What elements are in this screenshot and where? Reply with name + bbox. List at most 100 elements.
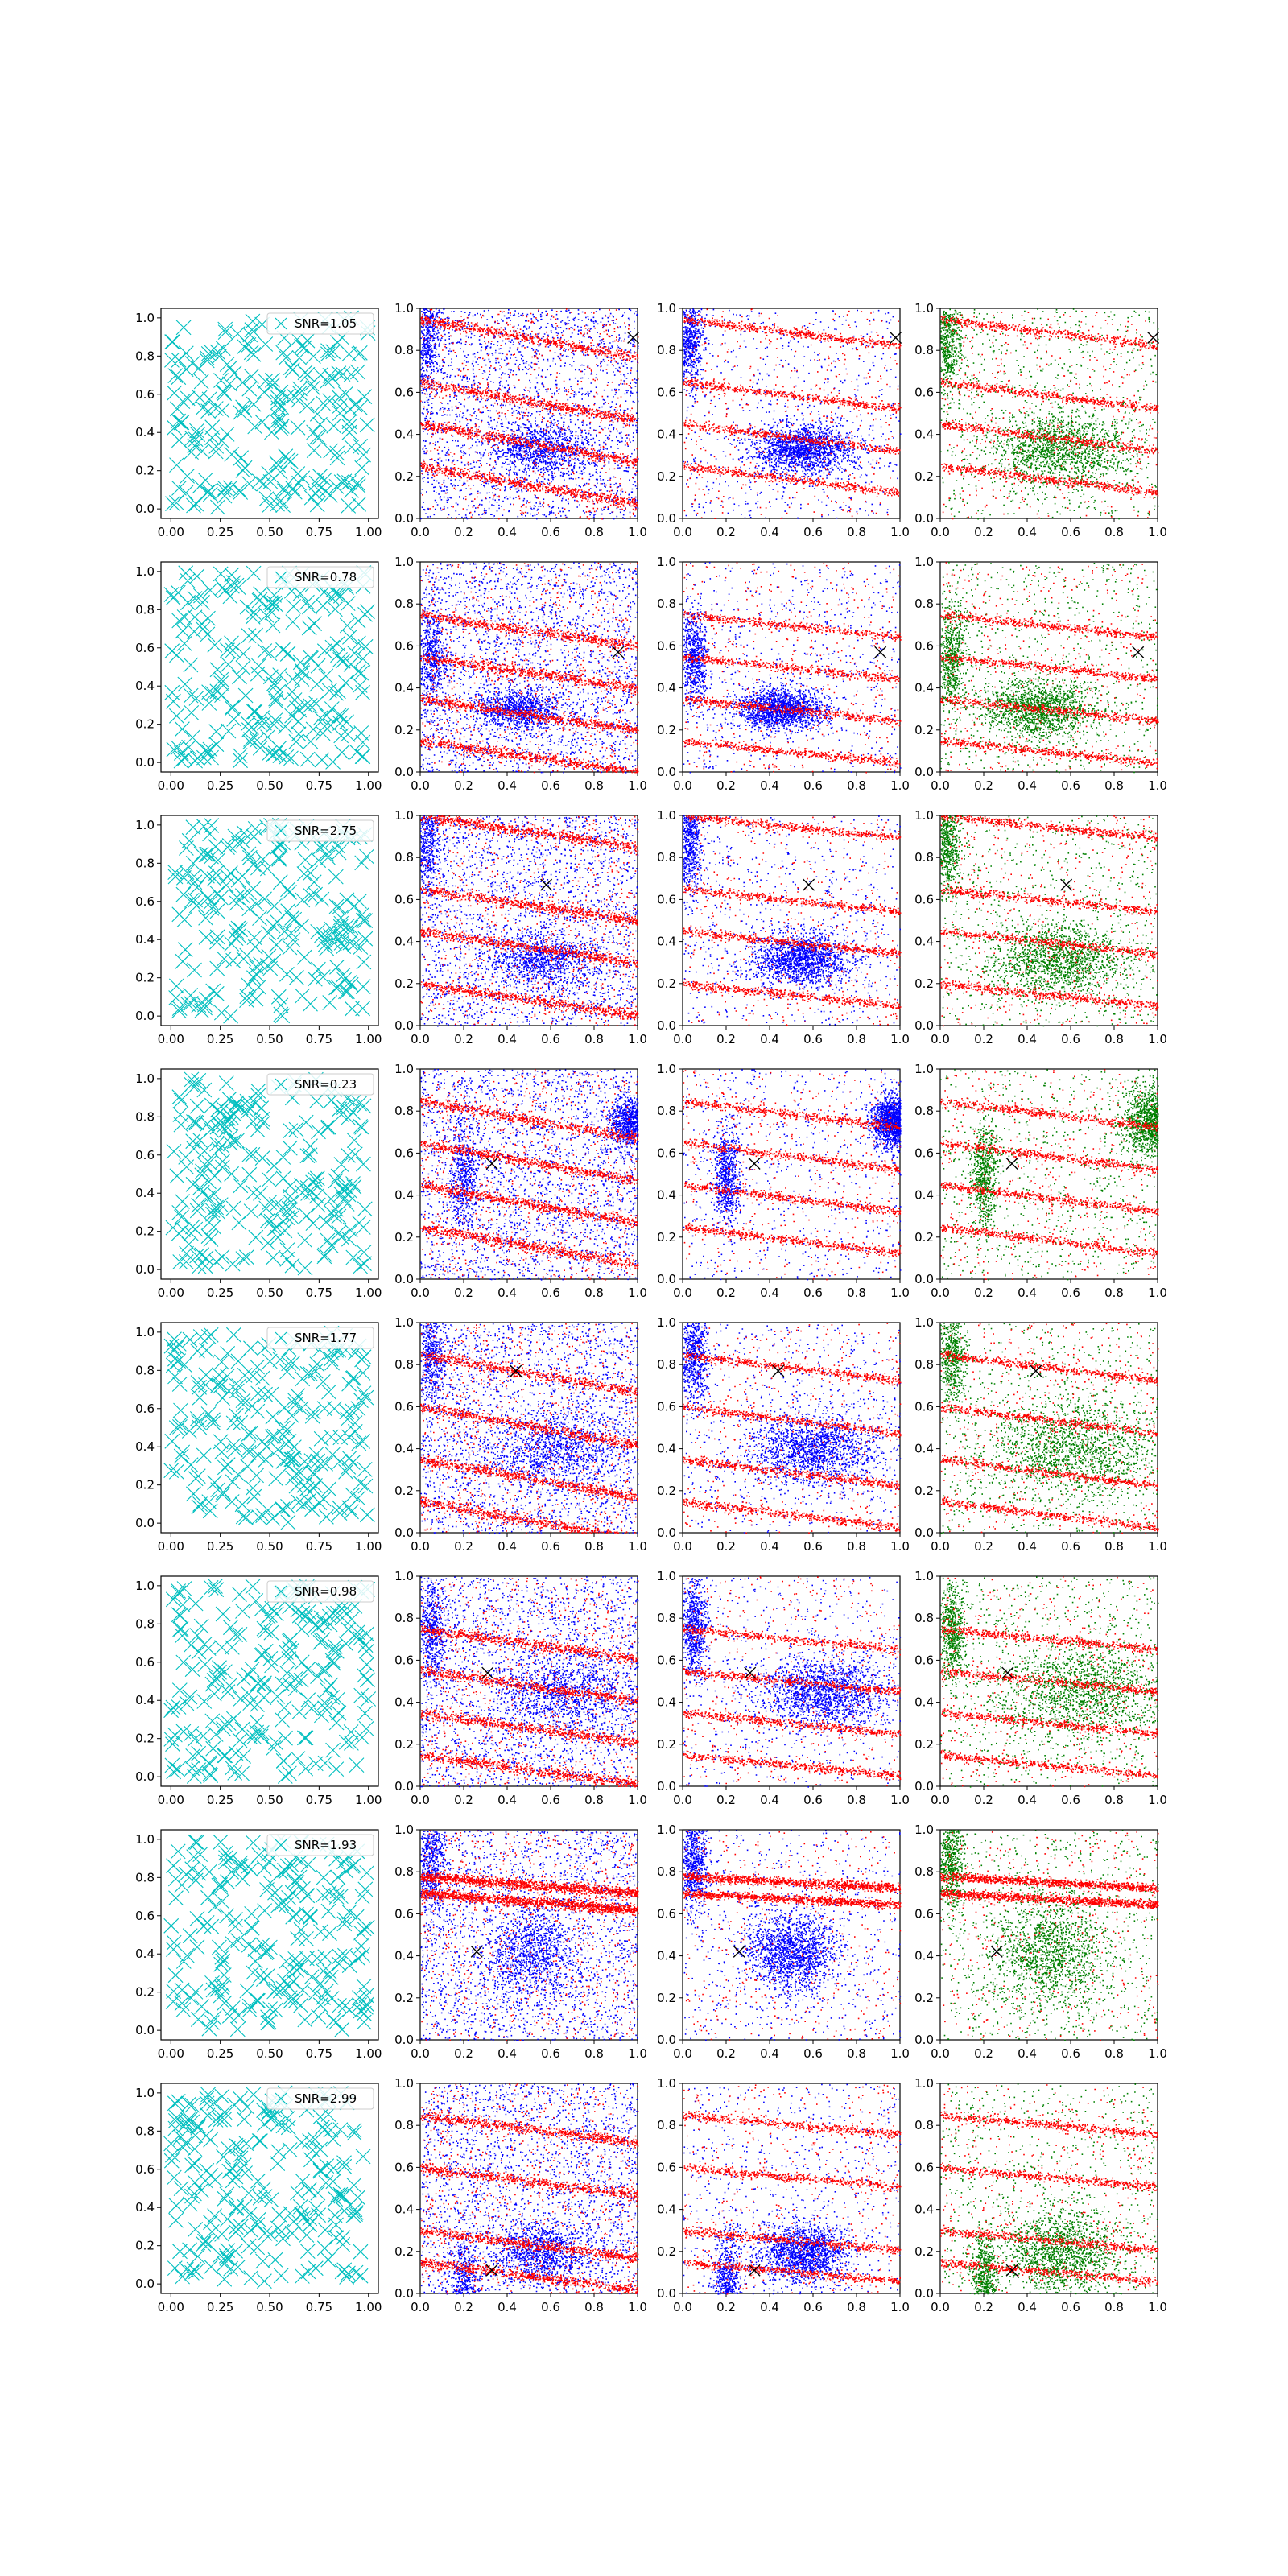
y-tick-label: 0.0 (914, 1018, 934, 1033)
x-tick-label: 0.2 (454, 1032, 473, 1046)
x-tick-label: 0.00 (158, 778, 184, 793)
x-tick-label: 0.2 (974, 525, 993, 539)
x-tick-label: 0.4 (497, 1032, 517, 1046)
cross-points (163, 1579, 377, 1784)
y-tick-label: 0.8 (914, 2118, 934, 2132)
target-marker (748, 2264, 761, 2277)
y-tick-label: 1.0 (135, 1325, 155, 1340)
y-tick-label: 0.6 (135, 1402, 155, 1416)
y-tick-label: 0.8 (914, 1864, 934, 1879)
y-tick-label: 0.2 (394, 723, 414, 737)
y-tick-label: 0.6 (657, 638, 676, 653)
y-tick-label: 0.4 (394, 2202, 414, 2217)
x-tick-label: 0.00 (158, 1286, 184, 1300)
y-tick-label: 0.8 (135, 2124, 155, 2138)
y-tick-label: 0.8 (657, 1104, 676, 1118)
x-tick-label: 0.25 (207, 2300, 233, 2314)
y-tick-label: 0.6 (135, 1655, 155, 1670)
x-tick-label: 0.6 (541, 1793, 560, 1807)
y-tick-label: 1.0 (914, 555, 934, 569)
x-tick-label: 0.2 (974, 1032, 993, 1046)
y-tick-label: 0.8 (657, 1611, 676, 1625)
target-marker (627, 332, 640, 345)
x-tick-label: 0.2 (454, 525, 473, 539)
x-tick-label: 1.00 (355, 2300, 382, 2314)
legend-label: SNR=1.93 (295, 1838, 357, 1852)
x-tick-label: 1.0 (890, 1032, 910, 1046)
x-tick-label: 0.8 (847, 525, 866, 539)
y-tick-label: 0.4 (657, 1695, 676, 1710)
x-tick-label: 0.8 (847, 1793, 866, 1807)
panel-red-blue: 0.0 0.2 0.4 0.6 0.8 1.0 0.0 0.2 0.4 0.6 0.8 1.0 (394, 1062, 647, 1300)
x-tick-label: 0.4 (1018, 1032, 1037, 1046)
y-tick-label: 0.4 (394, 1949, 414, 1963)
x-tick-label: 0.4 (1018, 525, 1037, 539)
y-tick-label: 0.0 (135, 1262, 155, 1277)
panel-red-blue-blob: 0.0 0.2 0.4 0.6 0.8 1.0 0.0 0.2 0.4 0.6 0.8 1.0 (657, 2076, 910, 2314)
y-tick-label: 0.2 (914, 1484, 934, 1498)
y-tick-label: 1.0 (914, 1823, 934, 1837)
panel-red-blue: 0.0 0.2 0.4 0.6 0.8 1.0 0.0 0.2 0.4 0.6 0.8 1.0 (394, 2076, 647, 2314)
y-tick-label: 0.2 (657, 1991, 676, 2005)
y-tick-label: 0.6 (657, 2160, 676, 2174)
y-tick-label: 0.2 (135, 2239, 155, 2253)
y-tick-label: 0.0 (394, 765, 414, 779)
axes-frame (939, 2083, 1158, 2294)
x-tick-label: 0.25 (207, 525, 233, 539)
legend-box (266, 1327, 374, 1349)
x-tick-label: 0.00 (158, 1032, 184, 1046)
y-tick-label: 0.6 (135, 894, 155, 909)
x-tick-label: 0.6 (1061, 1286, 1080, 1300)
y-tick-label: 0.2 (914, 469, 934, 484)
green-points (940, 1576, 1159, 1788)
legend-marker-icon (275, 317, 287, 330)
y-tick-label: 0.2 (657, 1484, 676, 1498)
y-tick-label: 0.2 (914, 723, 934, 737)
x-tick-label: 0.6 (541, 2046, 560, 2061)
x-tick-label: 0.4 (760, 2046, 779, 2061)
y-tick-label: 0.8 (394, 1104, 414, 1118)
x-tick-label: 0.4 (760, 1793, 779, 1807)
y-tick-label: 0.0 (914, 1779, 934, 1794)
x-tick-label: 0.25 (207, 1793, 233, 1807)
cross-points (163, 1325, 375, 1530)
green-points (940, 815, 1158, 1027)
y-tick-label: 0.8 (657, 850, 676, 865)
x-tick-label: 0.2 (716, 1539, 736, 1554)
x-tick-label: 0.4 (1018, 1539, 1037, 1554)
y-tick-label: 0.6 (135, 2162, 155, 2177)
panel-red-blue: 0.0 0.2 0.4 0.6 0.8 1.0 0.0 0.2 0.4 0.6 0.8 1.0 (394, 555, 647, 793)
x-tick-label: 0.4 (1018, 2046, 1037, 2061)
y-tick-label: 0.8 (657, 597, 676, 611)
x-tick-label: 0.4 (1018, 778, 1037, 793)
y-tick-label: 0.6 (657, 385, 676, 399)
x-tick-label: 0.25 (207, 1539, 233, 1554)
x-tick-label: 0.00 (158, 1793, 184, 1807)
x-tick-label: 0.0 (931, 1793, 950, 1807)
blue-points (420, 1830, 639, 2041)
target-marker (485, 1157, 498, 1170)
blue-points (683, 1323, 902, 1534)
x-tick-label: 0.6 (541, 2300, 560, 2314)
x-tick-label: 0.6 (803, 2046, 823, 2061)
y-tick-label: 0.4 (135, 1946, 155, 1961)
blue-points (683, 1830, 902, 2041)
panel-red-blue: 0.0 0.2 0.4 0.6 0.8 1.0 0.0 0.2 0.4 0.6 0.8 1.0 (394, 301, 647, 539)
red-points (420, 308, 639, 520)
axes-frame (419, 2083, 638, 2294)
x-tick-label: 1.0 (1148, 1539, 1167, 1554)
x-tick-label: 0.4 (1018, 2300, 1037, 2314)
target-marker (733, 1945, 745, 1958)
y-tick-label: 1.0 (657, 1315, 676, 1330)
axes-frame (682, 1575, 901, 1787)
legend-box (266, 2087, 374, 2110)
red-points (683, 1576, 902, 1786)
x-tick-label: 1.0 (628, 2300, 647, 2314)
y-tick-label: 0.4 (657, 427, 676, 442)
axes-frame (682, 815, 901, 1026)
x-tick-label: 1.0 (890, 1286, 910, 1300)
legend-box (266, 312, 374, 335)
panel-red-green: 0.0 0.2 0.4 0.6 0.8 1.0 0.0 0.2 0.4 0.6 0.8 1.0 (914, 808, 1167, 1046)
x-tick-label: 0.8 (584, 1539, 604, 1554)
x-tick-label: 0.6 (803, 778, 823, 793)
